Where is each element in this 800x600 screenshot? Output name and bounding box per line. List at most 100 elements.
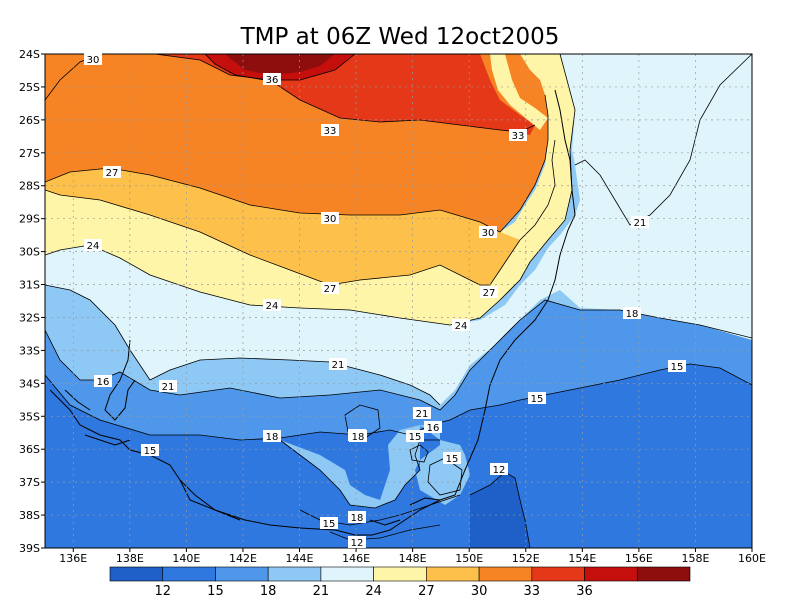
contour-label: 21: [413, 407, 431, 420]
contour-label-bg: [263, 299, 281, 311]
colorbar-label: 15: [207, 584, 224, 599]
contour-label-text: 24: [455, 321, 468, 332]
colorbar-label: 12: [154, 584, 171, 599]
lat-label: 30S: [19, 246, 40, 259]
contour-label-text: 21: [416, 409, 429, 420]
contour-label-bg: [321, 212, 339, 224]
contour-label: 16: [94, 375, 112, 388]
contour-lines: [45, 54, 752, 548]
contour-label-bg: [329, 358, 347, 370]
lat-label: 28S: [19, 180, 40, 193]
lat-label: 35S: [19, 410, 40, 423]
colorbar-swatch: [584, 566, 638, 582]
map-title: TMP at 06Z Wed 12oct2005: [240, 24, 560, 50]
contour-label-text: 27: [324, 284, 337, 295]
lon-label: 156E: [625, 552, 653, 565]
lon-label: 136E: [59, 552, 87, 565]
contour-label: 21: [329, 358, 347, 371]
contour-label: 12: [490, 463, 508, 476]
contour-label-bg: [631, 216, 649, 228]
lat-label: 25S: [19, 81, 40, 94]
colorbar-label: 24: [365, 584, 382, 599]
colorbar-swatch: [531, 566, 585, 582]
contour-label-bg: [480, 286, 498, 298]
contour-label-text: 12: [351, 538, 364, 549]
contour-label-bg: [413, 407, 431, 419]
lat-label: 27S: [19, 147, 40, 160]
lat-label: 29S: [19, 213, 40, 226]
contour-label-bg: [406, 430, 424, 442]
lon-label: 146E: [342, 552, 370, 565]
contour-label: 27: [321, 282, 339, 295]
contour-label-text: 30: [482, 228, 495, 239]
contour-label-text: 18: [266, 432, 279, 443]
colorbar-swatch: [636, 566, 691, 582]
colorbar-label: 27: [418, 584, 435, 599]
band-30-33-inner: [45, 168, 520, 285]
contour-label-bg: [509, 129, 527, 141]
contour-label: 18: [348, 511, 366, 524]
contour-label: 24: [263, 299, 281, 312]
contour-label-text: 30: [87, 55, 100, 66]
contour-label-bg: [348, 536, 366, 548]
contour-label-text: 24: [266, 301, 279, 312]
colorbar-label: 30: [471, 584, 488, 599]
contour-label: 30: [321, 212, 339, 225]
contour-label-bg: [443, 452, 461, 464]
contour-label-text: 16: [97, 377, 110, 388]
colorbar-swatch: [162, 566, 216, 582]
contour-label-text: 15: [671, 362, 684, 373]
lat-label: 26S: [19, 114, 40, 127]
contour-label: 30: [84, 53, 102, 66]
colorbar-swatch: [426, 566, 480, 582]
band-21-24: [45, 54, 752, 405]
colorbar-label: 36: [576, 584, 593, 599]
contour-label-text: 36: [266, 75, 279, 86]
lat-label: 39S: [19, 542, 40, 555]
contour-label: 15: [320, 517, 338, 530]
lat-label: 24S: [19, 48, 40, 61]
contour-label: 36: [263, 73, 281, 86]
contour-label-text: 33: [324, 126, 337, 137]
contour-label-text: 18: [352, 432, 365, 443]
contour-label: 18: [623, 307, 641, 320]
contour-label: 30: [479, 226, 497, 239]
lat-label: 31S: [19, 279, 40, 292]
contour-label: 15: [406, 430, 424, 443]
contour-label-text: 21: [634, 218, 647, 229]
lon-axis-labels: 136E 138E 140E 142E 144E 146E 148E 150E 152E 154E…: [59, 548, 766, 565]
coast-strip-cool: [520, 54, 752, 225]
contour-label: 15: [668, 360, 686, 373]
contour-label: 33: [509, 129, 527, 142]
lon-label: 148E: [399, 552, 427, 565]
contour-label-bg: [159, 380, 177, 392]
contour-label-bg: [103, 166, 121, 178]
lon-label: 144E: [286, 552, 314, 565]
contour-label-text: 15: [144, 446, 157, 457]
colorbar-label: 18: [260, 584, 277, 599]
lat-label: 37S: [19, 476, 40, 489]
band-above-36-core: [225, 54, 335, 75]
contour-label-text: 15: [323, 519, 336, 530]
contour-label-text: 15: [409, 432, 422, 443]
lon-label: 140E: [172, 552, 200, 565]
contour-label-bg: [424, 421, 442, 433]
contour-label-layer: 30 36 33 33 27 30 30 24 27 27 24 24 21 21 18 21 18 15 16 15…: [84, 53, 686, 549]
contour-label: 24: [452, 319, 470, 332]
contour-label-bg: [141, 444, 159, 456]
contour-label: 18: [349, 430, 367, 443]
contour-label-text: 27: [483, 288, 496, 299]
coast-strip-warm: [490, 54, 548, 130]
contour-label-text: 18: [626, 309, 639, 320]
colorbar-swatch: [478, 566, 533, 582]
contour-label-bg: [94, 375, 112, 387]
contour-label-text: 21: [162, 382, 175, 393]
contour-label: 27: [103, 166, 121, 179]
contour-label-text: 21: [332, 360, 345, 371]
contour-label-bg: [490, 463, 508, 475]
contour-label-text: 30: [324, 214, 337, 225]
lat-axis-labels: 24S 25S 26S 27S 28S 29S 30S 31S 32S 33S 34S 35S 36S 3…: [19, 48, 45, 555]
lat-label: 38S: [19, 509, 40, 522]
contour-label: 21: [159, 380, 177, 393]
contour-label-bg: [623, 307, 641, 319]
